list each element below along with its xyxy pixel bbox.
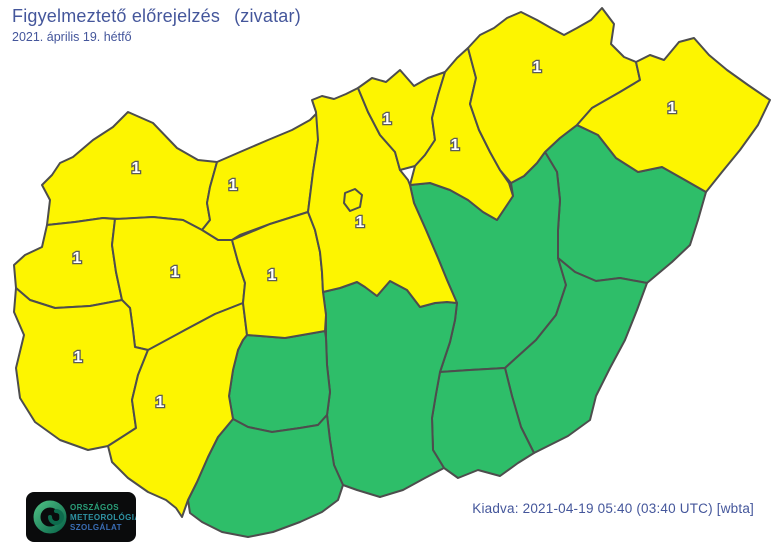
- logo-text-line1: ORSZÁGOS: [70, 503, 119, 512]
- county-zala[interactable]: [13, 287, 149, 451]
- cyclone-icon: [33, 500, 67, 534]
- county-szabolcs-szatmar-bereg[interactable]: [576, 37, 771, 193]
- county-budapest[interactable]: [343, 188, 363, 212]
- logo-text-line2: METEOROLÓGIAI: [70, 513, 136, 522]
- warning-level-label-zala: 1: [74, 349, 83, 366]
- warning-level-label-pest: 1: [356, 214, 365, 231]
- page-title: Figyelmeztető előrejelzés (zivatar): [12, 6, 301, 27]
- county-gyor-moson-sopron[interactable]: [41, 111, 218, 231]
- issued-timestamp: Kiadva: 2021-04-19 05:40 (03:40 UTC) [wb…: [472, 501, 754, 516]
- forecast-date: 2021. április 19. hétfő: [12, 30, 132, 44]
- warning-level-label-nograd: 1: [383, 111, 392, 128]
- county-tolna[interactable]: [228, 330, 331, 433]
- warning-level-label-szabolcs-szatmar-bereg: 1: [668, 100, 677, 117]
- omsz-logo: ORSZÁGOS METEOROLÓGIAI SZOLGÁLAT: [26, 492, 136, 542]
- warning-level-label-somogy: 1: [156, 394, 165, 411]
- county-bekes[interactable]: [504, 257, 648, 454]
- county-vas[interactable]: [13, 217, 123, 309]
- warning-level-label-fejer: 1: [268, 267, 277, 284]
- warning-level-label-heves: 1: [451, 137, 460, 154]
- logo-text-line3: SZOLGÁLAT: [70, 523, 122, 532]
- county-bacs-kiskun[interactable]: [322, 280, 458, 498]
- warning-level-label-borsod-abauj-zemplen: 1: [533, 59, 542, 76]
- warning-level-label-vas: 1: [73, 250, 82, 267]
- page-title-main: Figyelmeztető előrejelzés: [12, 6, 221, 26]
- header: Figyelmeztető előrejelzés (zivatar) 2021.…: [12, 6, 301, 44]
- warning-level-label-veszprem: 1: [171, 264, 180, 281]
- page-title-suffix: (zivatar): [234, 6, 301, 26]
- warning-level-label-gyor-moson-sopron: 1: [132, 160, 141, 177]
- warning-level-label-komarom-esztergom: 1: [229, 177, 238, 194]
